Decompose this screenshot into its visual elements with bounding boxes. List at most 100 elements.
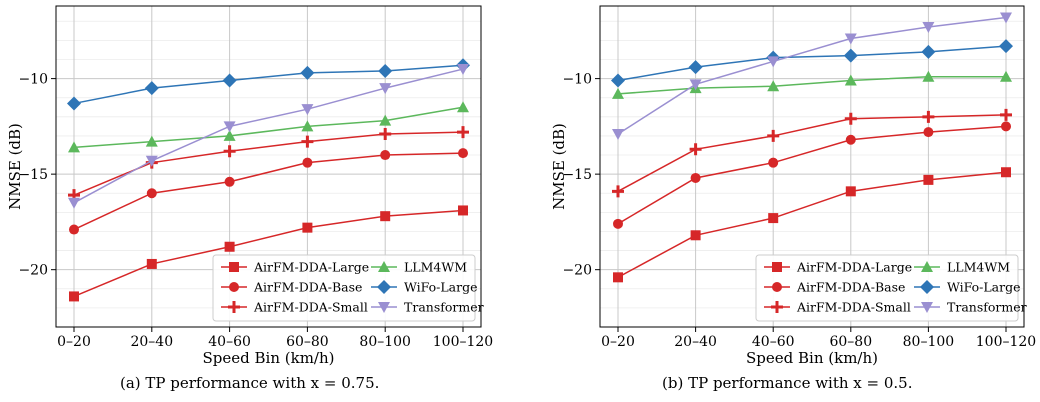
x-tick-label: 80–100: [359, 334, 411, 350]
series-wifo-large: [67, 58, 470, 111]
data-point: [612, 129, 624, 141]
legend-marker: [920, 280, 934, 294]
data-point: [999, 39, 1013, 54]
x-tick-label: 100–120: [433, 334, 493, 350]
data-point: [224, 241, 235, 252]
data-point: [1001, 167, 1011, 178]
data-point: [767, 129, 780, 142]
series-line: [73, 68, 464, 204]
series-line: [73, 106, 464, 149]
data-point: [380, 211, 391, 222]
legend-label: AirFM-DDA-Large: [253, 260, 369, 275]
x-axis-label: Speed Bin (km/h): [746, 349, 878, 367]
legend-box: [212, 254, 476, 322]
data-point: [844, 33, 857, 45]
data-point: [767, 56, 780, 68]
data-point: [457, 126, 469, 139]
x-tick-label: 80–100: [903, 334, 955, 350]
x-tick-label: 20–40: [674, 334, 717, 350]
data-point: [302, 157, 313, 168]
data-point: [844, 112, 857, 125]
y-tick-label: −20: [562, 263, 592, 279]
data-point: [844, 74, 857, 86]
data-point: [222, 73, 237, 88]
data-point: [301, 120, 314, 132]
y-tick-label: −15: [562, 167, 592, 183]
series-transformer: [612, 12, 1012, 141]
data-point: [690, 172, 701, 183]
data-point: [613, 218, 623, 229]
legend-marker: [229, 262, 239, 272]
data-point: [458, 148, 468, 159]
series-llm4wm: [68, 101, 469, 153]
data-point: [845, 134, 856, 145]
data-point: [767, 80, 780, 92]
data-point: [68, 141, 80, 153]
x-axis-label: Speed Bin (km/h): [203, 349, 335, 367]
data-point: [67, 96, 81, 111]
legend: AirFM-DDA-Large AirFM-DDA-Base AirFM-DDA-S…: [755, 254, 1027, 322]
series-airfm-dda-large: [69, 205, 468, 302]
data-point: [1000, 70, 1012, 82]
series-line: [617, 75, 1006, 95]
legend-label: WiFo-Large: [947, 280, 1021, 295]
plot-frame: [55, 5, 482, 328]
data-point: [688, 60, 703, 75]
data-point: [458, 205, 468, 216]
series-line: [73, 209, 464, 298]
data-point: [379, 114, 392, 126]
legend-label: AirFM-DDA-Base: [253, 280, 362, 295]
legend-marker: [378, 261, 390, 272]
series-airfm-dda-small: [612, 108, 1012, 198]
chart-panel-a: −20 −15 −10 0–20 20–40 40–60 60–80 80–100 100–12…: [6, 5, 493, 367]
legend-label: LLM4WM: [947, 260, 1010, 275]
data-point: [379, 128, 392, 141]
legend-marker: [229, 282, 239, 292]
x-tick-label: 20–40: [130, 334, 173, 350]
data-point: [768, 157, 779, 168]
data-point: [380, 150, 391, 161]
series-line: [73, 64, 464, 105]
data-point: [302, 222, 313, 233]
legend-label: WiFo-Large: [404, 280, 478, 295]
legend-label: Transformer: [947, 300, 1027, 315]
y-axis-label: NMSE (dB): [550, 123, 568, 210]
data-point: [145, 155, 158, 167]
legend-marker: [921, 261, 933, 272]
data-point: [613, 272, 623, 283]
series-line: [617, 45, 1007, 82]
y-tick-label: −15: [18, 167, 48, 183]
data-point: [146, 188, 157, 199]
caption-a: (a) TP performance with x = 0.75.: [120, 374, 380, 392]
series-airfm-dda-base: [69, 148, 468, 235]
series-line: [617, 125, 1007, 225]
data-point: [144, 81, 159, 96]
data-point: [923, 174, 934, 185]
series-line: [73, 131, 464, 196]
series-transformer: [68, 64, 469, 209]
plot-frame: [599, 5, 1025, 328]
data-point: [69, 224, 79, 235]
series-airfm-dda-base: [613, 121, 1011, 229]
legend-label: Transformer: [404, 300, 484, 315]
data-point: [768, 213, 779, 224]
data-point: [146, 258, 157, 269]
legend-marker: [378, 302, 390, 313]
legend-box: [755, 254, 1019, 322]
data-point: [145, 135, 158, 147]
legend-label: AirFM-DDA-Small: [796, 300, 911, 315]
series-line: [617, 114, 1007, 192]
y-tick-label: −10: [562, 72, 592, 88]
data-point: [379, 83, 392, 95]
legend-marker: [921, 302, 933, 313]
series-line: [617, 171, 1007, 278]
legend-label: AirFM-DDA-Base: [796, 280, 905, 295]
series-line: [73, 152, 464, 231]
data-point: [612, 185, 624, 198]
data-point: [921, 44, 936, 59]
data-point: [69, 291, 79, 302]
data-point: [689, 79, 702, 91]
series-line: [617, 16, 1007, 135]
data-point: [922, 70, 935, 82]
